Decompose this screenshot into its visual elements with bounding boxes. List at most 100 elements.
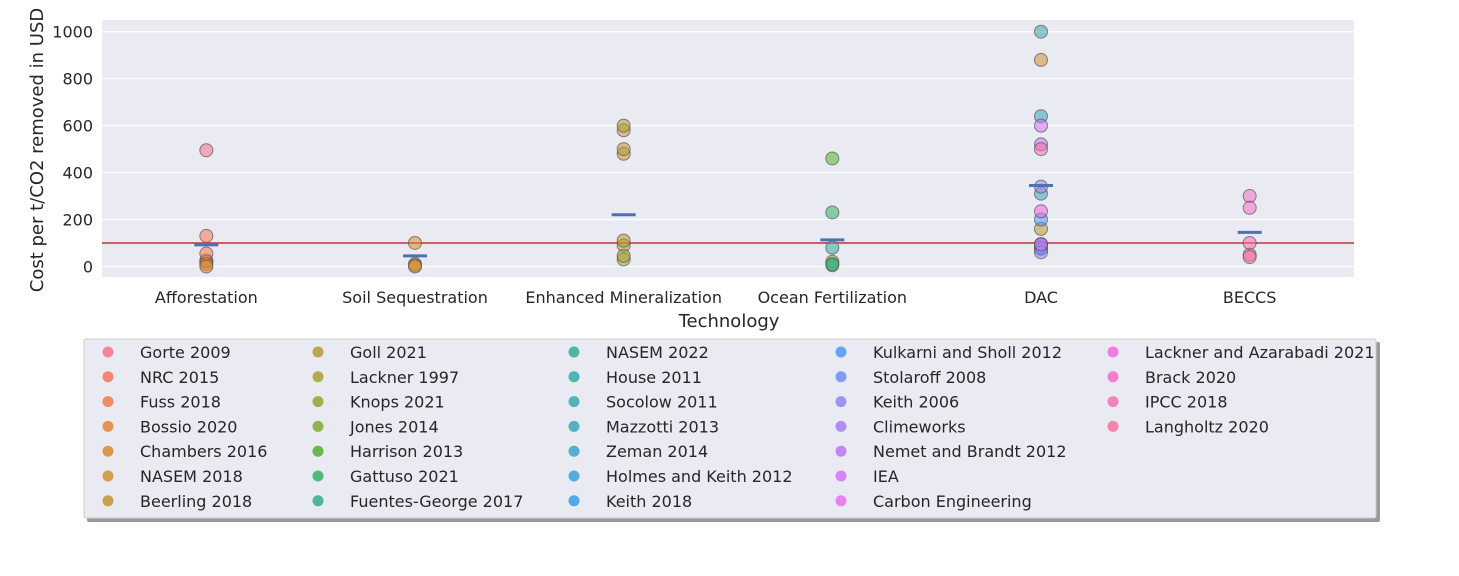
legend-item: Gorte 2009	[102, 343, 231, 362]
legend-item: IPCC 2018	[1107, 393, 1228, 412]
legend-item: Harrison 2013	[312, 442, 463, 461]
data-point	[408, 235, 422, 250]
legend-marker	[312, 495, 324, 507]
legend-label: Lackner and Azarabadi 2021	[1145, 343, 1375, 362]
data-points	[199, 24, 1257, 274]
x-tick-label: Ocean Fertilization	[758, 288, 907, 307]
legend-label: IEA	[873, 467, 899, 486]
legend-label: Keith 2006	[873, 393, 959, 412]
legend-marker	[835, 495, 847, 507]
legend-item: Fuentes-George 2017	[312, 492, 523, 511]
legend-marker	[568, 396, 580, 408]
x-tick-labels: Afforestation Soil Sequestration Enhanced …	[155, 288, 1277, 307]
legend-item: Nemet and Brandt 2012	[835, 442, 1067, 461]
legend-item: Knops 2021	[312, 393, 445, 412]
legend-item: Chambers 2016	[102, 442, 267, 461]
legend-marker	[102, 420, 114, 432]
y-tick-labels: 0 200 400 600 800 1000	[52, 23, 93, 277]
data-point	[825, 240, 840, 255]
legend-item: Kulkarni and Sholl 2012	[835, 343, 1062, 362]
data-point	[1034, 24, 1048, 39]
legend-marker	[835, 396, 847, 408]
legend-label: Kulkarni and Sholl 2012	[873, 343, 1062, 362]
legend-label: Socolow 2011	[606, 393, 718, 412]
legend-item: NASEM 2022	[568, 343, 709, 362]
legend-label: Zeman 2014	[606, 442, 708, 461]
legend-label: Chambers 2016	[140, 442, 267, 461]
legend-marker	[568, 346, 580, 358]
legend-marker	[102, 445, 114, 457]
legend-item: NRC 2015	[102, 368, 219, 387]
legend-label: House 2011	[606, 368, 702, 387]
legend-marker	[568, 470, 580, 482]
data-point	[825, 257, 840, 272]
legend-label: Keith 2018	[606, 492, 692, 511]
legend-label: NRC 2015	[140, 368, 219, 387]
y-tick-label: 800	[62, 70, 93, 89]
x-tick-label: BECCS	[1223, 288, 1277, 307]
legend-marker	[568, 445, 580, 457]
legend-marker	[1107, 371, 1119, 383]
legend-label: Fuss 2018	[140, 393, 221, 412]
y-tick-label: 400	[62, 164, 93, 183]
y-tick-label: 600	[62, 117, 93, 136]
legend-marker	[312, 346, 324, 358]
legend-label: Knops 2021	[350, 393, 445, 412]
legend-label: Harrison 2013	[350, 442, 463, 461]
legend-item: Holmes and Keith 2012	[568, 467, 793, 486]
data-point	[1242, 189, 1257, 204]
data-point	[199, 143, 214, 158]
legend-item: Lackner and Azarabadi 2021	[1107, 343, 1375, 362]
legend-label: Brack 2020	[1145, 368, 1236, 387]
legend-marker	[102, 470, 114, 482]
legend-marker	[1107, 396, 1119, 408]
data-point	[408, 259, 422, 274]
legend-marker	[1107, 346, 1119, 358]
legend-marker	[835, 346, 847, 358]
legend-label: Jones 2014	[349, 417, 439, 436]
legend-item: Mazzotti 2013	[568, 417, 719, 436]
data-point	[616, 248, 631, 263]
legend-label: Goll 2021	[350, 343, 427, 362]
legend-marker	[102, 371, 114, 383]
legend-label: Langholtz 2020	[1145, 417, 1269, 436]
legend-item: Goll 2021	[312, 343, 427, 362]
legend-item: Lackner 1997	[312, 368, 459, 387]
x-tick-label: Soil Sequestration	[342, 288, 488, 307]
legend-marker	[102, 495, 114, 507]
legend-item: Climeworks	[835, 417, 966, 436]
legend-marker	[835, 371, 847, 383]
data-point	[1034, 142, 1048, 157]
legend-marker	[312, 470, 324, 482]
legend-item: Zeman 2014	[568, 442, 708, 461]
legend-label: Bossio 2020	[140, 417, 237, 436]
legend-label: Climeworks	[873, 417, 966, 436]
legend-label: Stolaroff 2008	[873, 368, 986, 387]
legend-label: Carbon Engineering	[873, 492, 1032, 511]
data-point	[616, 233, 631, 248]
legend-item: Brack 2020	[1107, 368, 1236, 387]
data-point	[825, 151, 840, 166]
data-point	[616, 118, 631, 133]
legend-marker	[835, 470, 847, 482]
data-point	[199, 259, 214, 274]
legend: Gorte 2009 NRC 2015 Fuss 2018 Bossio 2020 Ch…	[83, 338, 1380, 522]
legend-item: House 2011	[568, 368, 702, 387]
y-gridlines	[102, 31, 1354, 268]
legend-item: Keith 2018	[568, 492, 692, 511]
mean-markers	[194, 183, 1262, 258]
legend-item: Fuss 2018	[102, 393, 221, 412]
plot-area	[102, 20, 1354, 277]
legend-label: Holmes and Keith 2012	[606, 467, 793, 486]
legend-label: Gorte 2009	[140, 343, 231, 362]
legend-item: Stolaroff 2008	[835, 368, 986, 387]
legend-marker	[312, 371, 324, 383]
legend-label: Lackner 1997	[350, 368, 459, 387]
legend-item: Bossio 2020	[102, 417, 237, 436]
data-point	[199, 228, 214, 243]
data-point	[1242, 235, 1257, 250]
legend-marker	[102, 396, 114, 408]
data-point	[825, 205, 840, 220]
